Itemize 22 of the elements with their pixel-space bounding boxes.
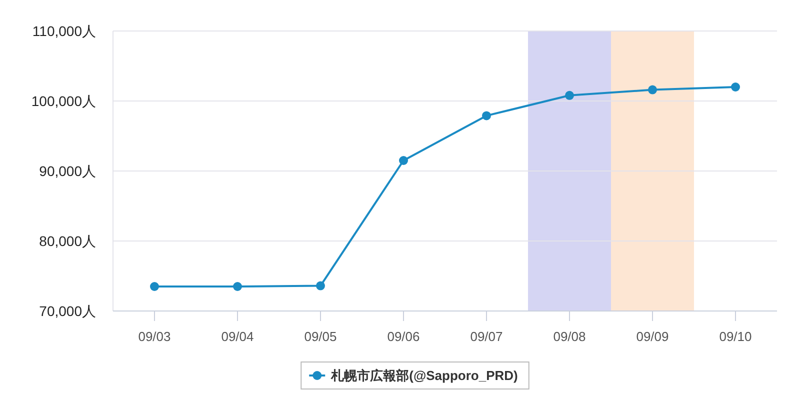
x-tick-label: 09/03 xyxy=(138,329,171,344)
x-tick-label: 09/09 xyxy=(636,329,669,344)
point xyxy=(150,282,159,291)
y-tick-label: 110,000人 xyxy=(32,23,96,39)
x-tick-label: 09/08 xyxy=(553,329,586,344)
y-tick-label: 80,000人 xyxy=(39,233,96,249)
point xyxy=(233,282,242,291)
point xyxy=(482,111,491,120)
point xyxy=(648,85,657,94)
y-tick-label: 90,000人 xyxy=(39,163,96,179)
x-tick-label: 09/05 xyxy=(304,329,337,344)
legend-label: 札幌市広報部(@Sapporo_PRD) xyxy=(330,368,518,383)
x-tick-label: 09/04 xyxy=(221,329,254,344)
x-tick-label: 09/06 xyxy=(387,329,420,344)
y-tick-label: 70,000人 xyxy=(39,303,96,319)
point xyxy=(565,90,574,100)
point xyxy=(731,82,740,92)
point xyxy=(316,281,325,290)
point xyxy=(399,156,408,165)
x-tick-label: 09/07 xyxy=(470,329,503,344)
x-tick-label: 09/10 xyxy=(719,329,752,344)
y-tick-label: 100,000人 xyxy=(31,93,96,109)
